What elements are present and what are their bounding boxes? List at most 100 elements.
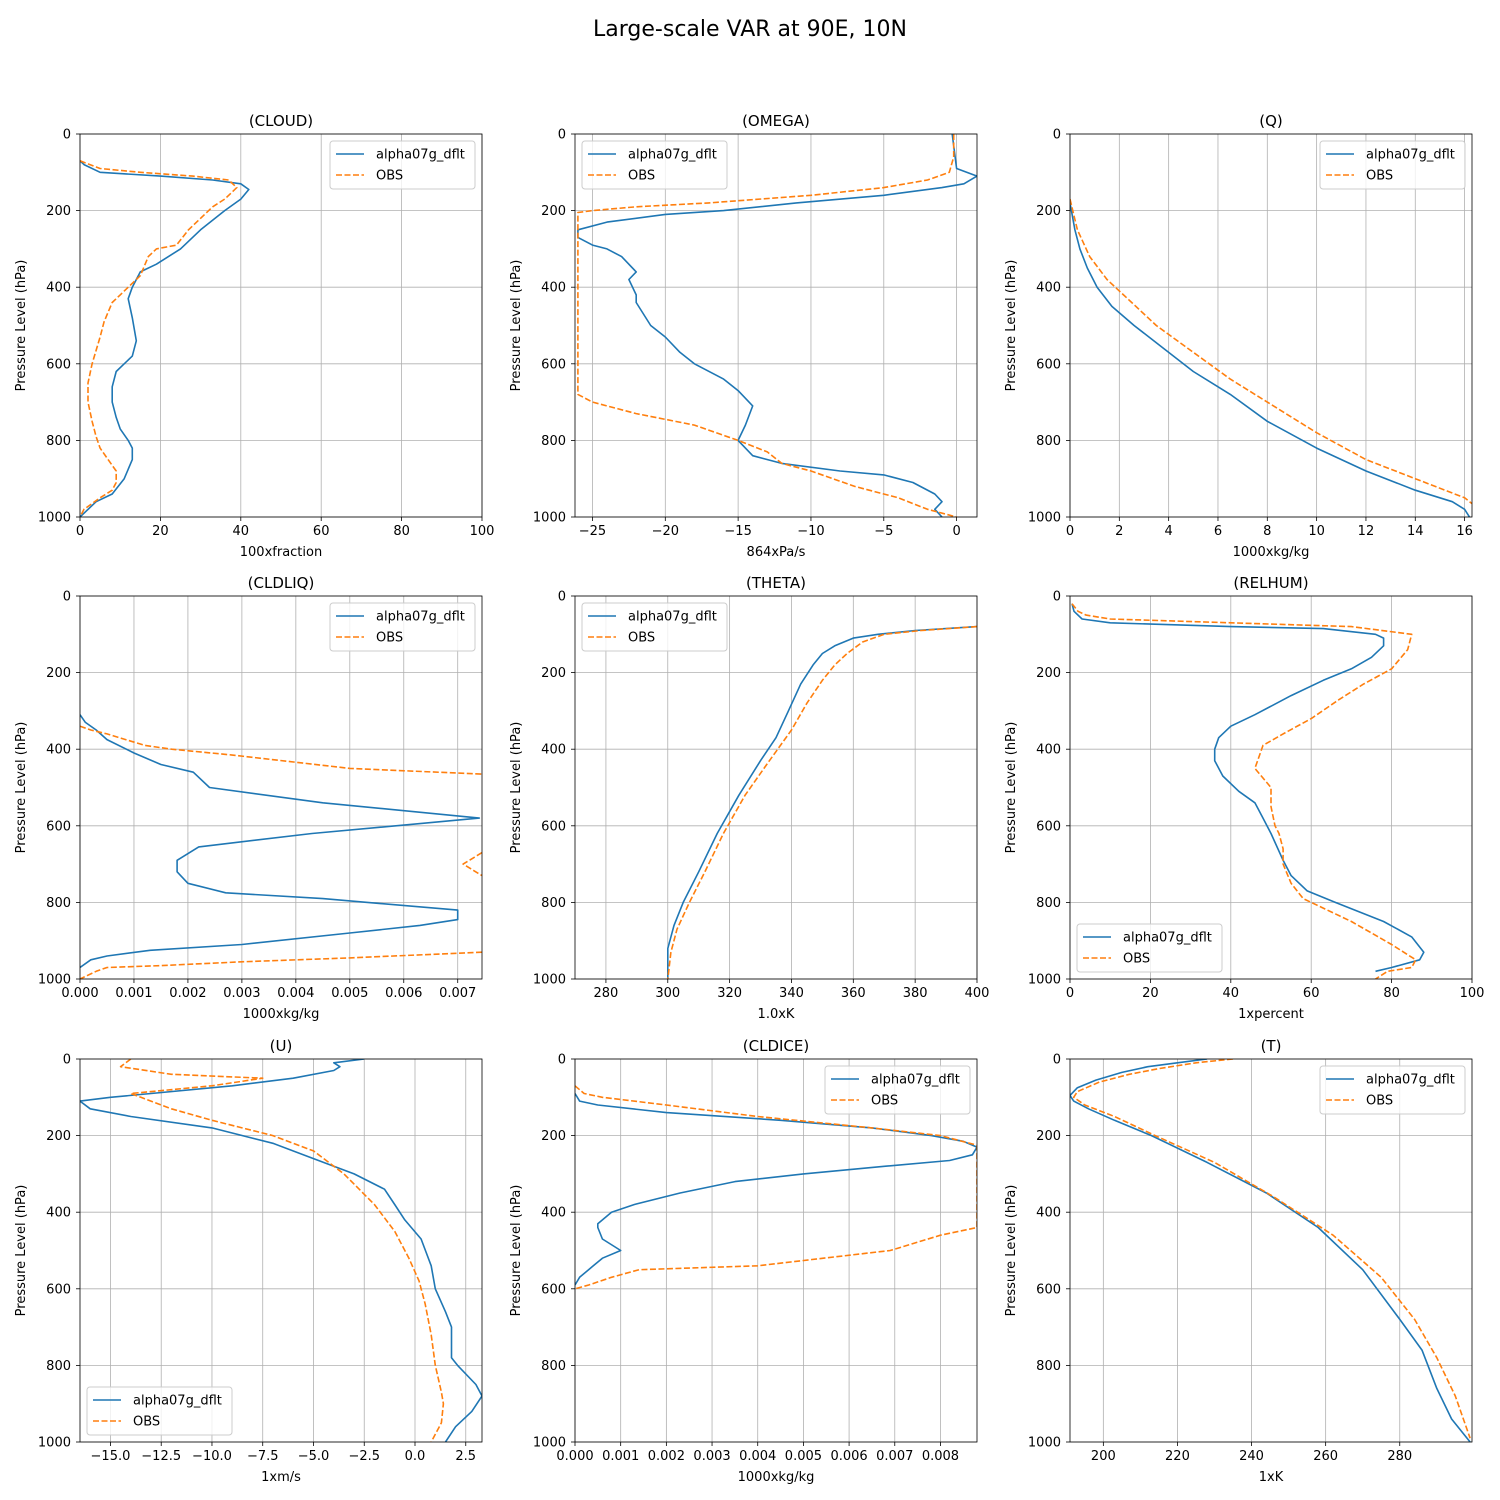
- y-tick-label: 200: [541, 1129, 566, 1144]
- legend: alpha07g_dflt OBS: [1319, 140, 1466, 190]
- y-tick-label: 400: [541, 1206, 566, 1221]
- legend-label: alpha07g_dflt: [376, 148, 465, 163]
- y-tick-label: 800: [1036, 434, 1061, 449]
- x-axis-label: 1xm/s: [261, 1470, 301, 1485]
- y-tick-label: 1000: [38, 1436, 71, 1451]
- series-line-model: [80, 1059, 482, 1442]
- y-axis-label: Pressure Level (hPa): [509, 722, 524, 854]
- x-tick-label: 0.006: [830, 1449, 867, 1464]
- y-tick-label: 0: [63, 128, 71, 143]
- y-tick-label: 200: [1036, 1129, 1061, 1144]
- x-axis-label: 1.0xK: [758, 1007, 795, 1022]
- series-group: [80, 160, 250, 517]
- series-group: [577, 134, 977, 517]
- series-line-model: [1070, 202, 1471, 517]
- x-tick-label: 2: [1115, 524, 1123, 539]
- y-tick-label: 600: [541, 819, 566, 834]
- x-tick-label: 0.000: [556, 1449, 593, 1464]
- panel-title: (CLDICE): [743, 1037, 809, 1055]
- y-axis-label: Pressure Level (hPa): [1004, 1185, 1019, 1317]
- y-tick-label: 400: [46, 743, 71, 758]
- x-axis-label: 864xPa/s: [747, 545, 806, 560]
- legend-label: OBS: [1366, 169, 1393, 184]
- x-tick-label: −5.0: [298, 1449, 330, 1464]
- x-tick-label: 0: [76, 524, 84, 539]
- y-tick-label: 200: [46, 666, 71, 681]
- x-tick-label: 100: [1460, 986, 1485, 1001]
- x-tick-label: 0.000: [61, 986, 98, 1001]
- x-axis-label: 1000xkg/kg: [1233, 545, 1310, 560]
- y-tick-label: 1000: [38, 973, 71, 988]
- x-tick-label: 280: [1387, 1449, 1412, 1464]
- series-line-model: [1071, 603, 1425, 973]
- panel-title: (CLDLIQ): [248, 574, 315, 592]
- series-line-model: [577, 134, 977, 517]
- y-tick-label: 600: [541, 1282, 566, 1297]
- x-tick-label: 10: [1308, 524, 1325, 539]
- x-tick-label: 0.004: [739, 1449, 776, 1464]
- panel-title: (CLOUD): [249, 112, 313, 130]
- y-tick-label: 600: [541, 357, 566, 372]
- y-tick-label: 0: [1053, 128, 1061, 143]
- x-axis-label: 100xfraction: [240, 545, 322, 560]
- x-tick-label: −10: [797, 524, 824, 539]
- panel-3: 0.000 0.001 0.002 0.003 0.004 0.005 0.006 0.007…: [14, 574, 483, 1022]
- y-tick-label: 400: [46, 281, 71, 296]
- y-tick-label: 800: [1036, 896, 1061, 911]
- x-tick-label: 100: [470, 524, 495, 539]
- series-line-obs: [1071, 603, 1417, 979]
- legend: alpha07g_dflt OBS: [1319, 1065, 1466, 1115]
- y-tick-label: 600: [46, 1282, 71, 1297]
- y-tick-label: 0: [63, 590, 71, 605]
- legend-box: [581, 602, 728, 652]
- x-tick-label: 80: [1383, 986, 1400, 1001]
- x-tick-label: 2.5: [455, 1449, 476, 1464]
- legend: alpha07g_dflt OBS: [824, 1065, 971, 1115]
- y-tick-label: 200: [1036, 204, 1061, 219]
- axes-frame: [1069, 1058, 1473, 1443]
- panel-title: (U): [270, 1037, 293, 1055]
- series-group: [666, 625, 977, 979]
- y-tick-label: 1000: [533, 511, 566, 526]
- legend-label: OBS: [1366, 1094, 1393, 1109]
- axes-frame: [79, 1058, 483, 1443]
- legend-label: OBS: [628, 169, 655, 184]
- series-line-obs: [80, 951, 482, 979]
- legend-label: OBS: [376, 631, 403, 646]
- x-tick-label: 0.002: [169, 986, 206, 1001]
- legend-box: [86, 1386, 233, 1436]
- legend-label: alpha07g_dflt: [1123, 931, 1212, 946]
- panel-0: 0 20 40 60 80 10002004006008001000(CLOUD)100x…: [14, 112, 494, 560]
- series-line-obs: [575, 1085, 977, 1290]
- x-axis-label: 1000xkg/kg: [738, 1470, 815, 1485]
- legend-box: [824, 1065, 971, 1115]
- panel-title: (T): [1261, 1037, 1282, 1055]
- legend-label: alpha07g_dflt: [628, 148, 717, 163]
- x-tick-label: 360: [841, 986, 866, 1001]
- x-tick-label: −10.0: [192, 1449, 232, 1464]
- legend-label: OBS: [376, 169, 403, 184]
- x-tick-label: 320: [717, 986, 742, 1001]
- x-tick-label: 0.005: [331, 986, 368, 1001]
- y-tick-label: 200: [1036, 666, 1061, 681]
- y-tick-label: 600: [1036, 819, 1061, 834]
- y-tick-label: 400: [1036, 281, 1061, 296]
- x-tick-label: 260: [1313, 1449, 1338, 1464]
- x-tick-label: −20: [652, 524, 679, 539]
- panel-8: 200 220 240 260 280 0 200 400 600 800 1000 (T) 1xK Pr…: [1004, 1037, 1473, 1485]
- x-tick-label: 400: [965, 986, 990, 1001]
- x-tick-label: 0: [952, 524, 960, 539]
- panels: 0 20 40 60 80 10002004006008001000(CLOUD)100x…: [14, 112, 1484, 1485]
- series-line-obs: [1070, 198, 1472, 505]
- y-tick-label: 1000: [1028, 973, 1061, 988]
- x-tick-label: 0.003: [693, 1449, 730, 1464]
- y-axis-label: Pressure Level (hPa): [1004, 722, 1019, 854]
- x-axis-label: 1000xkg/kg: [243, 1007, 320, 1022]
- series-line-model: [80, 160, 250, 517]
- legend-label: alpha07g_dflt: [1366, 1073, 1455, 1088]
- legend: alpha07g_dflt OBS: [329, 140, 476, 190]
- x-axis-label: 1xK: [1259, 1470, 1284, 1485]
- panel-2: 0 2 4 6 8 10 12 14 16 0 200 400 600 800 1000 (Q) 1000xkg…: [1004, 112, 1473, 560]
- y-tick-label: 0: [558, 128, 566, 143]
